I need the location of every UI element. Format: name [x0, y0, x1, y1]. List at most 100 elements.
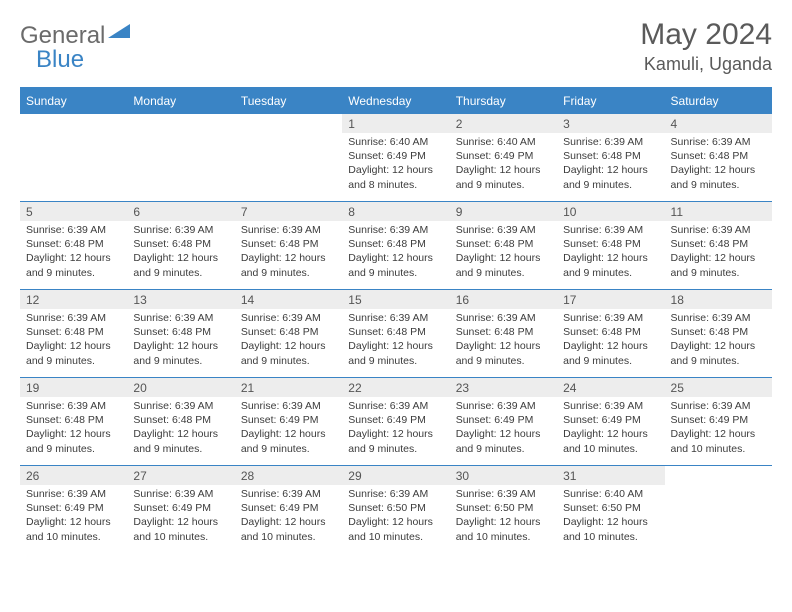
sunset-line: Sunset: 6:49 PM	[456, 149, 551, 163]
calendar-cell	[235, 114, 342, 202]
daylight-line: Daylight: 12 hours and 9 minutes.	[26, 339, 121, 367]
sunrise-line: Sunrise: 6:39 AM	[671, 223, 766, 237]
calendar-cell: 24Sunrise: 6:39 AMSunset: 6:49 PMDayligh…	[557, 378, 664, 466]
calendar-cell: 15Sunrise: 6:39 AMSunset: 6:48 PMDayligh…	[342, 290, 449, 378]
calendar-body: 1Sunrise: 6:40 AMSunset: 6:49 PMDaylight…	[20, 114, 772, 554]
calendar-cell: 5Sunrise: 6:39 AMSunset: 6:48 PMDaylight…	[20, 202, 127, 290]
sunrise-line: Sunrise: 6:39 AM	[456, 399, 551, 413]
sunrise-line: Sunrise: 6:39 AM	[563, 223, 658, 237]
daylight-line: Daylight: 12 hours and 10 minutes.	[671, 427, 766, 455]
day-number: 6	[127, 202, 234, 221]
day-number: 11	[665, 202, 772, 221]
sunrise-line: Sunrise: 6:39 AM	[241, 311, 336, 325]
calendar-cell: 14Sunrise: 6:39 AMSunset: 6:48 PMDayligh…	[235, 290, 342, 378]
day-number: 16	[450, 290, 557, 309]
day-number: 31	[557, 466, 664, 485]
day-number: 15	[342, 290, 449, 309]
calendar-cell: 8Sunrise: 6:39 AMSunset: 6:48 PMDaylight…	[342, 202, 449, 290]
sunrise-line: Sunrise: 6:39 AM	[456, 487, 551, 501]
sunset-line: Sunset: 6:49 PM	[563, 413, 658, 427]
calendar-cell	[665, 466, 772, 554]
calendar-cell: 2Sunrise: 6:40 AMSunset: 6:49 PMDaylight…	[450, 114, 557, 202]
sunset-line: Sunset: 6:49 PM	[241, 501, 336, 515]
sunrise-line: Sunrise: 6:39 AM	[563, 135, 658, 149]
daylight-line: Daylight: 12 hours and 9 minutes.	[348, 251, 443, 279]
location: Kamuli, Uganda	[640, 54, 772, 75]
daylight-line: Daylight: 12 hours and 10 minutes.	[241, 515, 336, 543]
cell-body: Sunrise: 6:39 AMSunset: 6:48 PMDaylight:…	[557, 221, 664, 284]
daylight-line: Daylight: 12 hours and 9 minutes.	[133, 251, 228, 279]
calendar-cell: 23Sunrise: 6:39 AMSunset: 6:49 PMDayligh…	[450, 378, 557, 466]
day-number: 30	[450, 466, 557, 485]
calendar-row: 19Sunrise: 6:39 AMSunset: 6:48 PMDayligh…	[20, 378, 772, 466]
sunset-line: Sunset: 6:48 PM	[456, 325, 551, 339]
daylight-line: Daylight: 12 hours and 9 minutes.	[241, 339, 336, 367]
calendar-cell: 25Sunrise: 6:39 AMSunset: 6:49 PMDayligh…	[665, 378, 772, 466]
cell-body: Sunrise: 6:39 AMSunset: 6:48 PMDaylight:…	[127, 309, 234, 372]
day-number: 22	[342, 378, 449, 397]
day-number: 27	[127, 466, 234, 485]
daylight-line: Daylight: 12 hours and 9 minutes.	[671, 339, 766, 367]
day-number: 1	[342, 114, 449, 133]
day-number: 21	[235, 378, 342, 397]
daylight-line: Daylight: 12 hours and 9 minutes.	[671, 251, 766, 279]
cell-body: Sunrise: 6:39 AMSunset: 6:48 PMDaylight:…	[235, 221, 342, 284]
cell-body: Sunrise: 6:39 AMSunset: 6:48 PMDaylight:…	[665, 221, 772, 284]
daylight-line: Daylight: 12 hours and 9 minutes.	[563, 163, 658, 191]
day-number: 10	[557, 202, 664, 221]
sunset-line: Sunset: 6:48 PM	[563, 237, 658, 251]
calendar-cell: 13Sunrise: 6:39 AMSunset: 6:48 PMDayligh…	[127, 290, 234, 378]
day-number: 12	[20, 290, 127, 309]
daylight-line: Daylight: 12 hours and 9 minutes.	[26, 427, 121, 455]
day-number: 3	[557, 114, 664, 133]
cell-body: Sunrise: 6:39 AMSunset: 6:48 PMDaylight:…	[342, 221, 449, 284]
logo-triangle-icon	[108, 24, 130, 43]
day-header: Tuesday	[235, 88, 342, 114]
cell-body: Sunrise: 6:39 AMSunset: 6:49 PMDaylight:…	[557, 397, 664, 460]
sunrise-line: Sunrise: 6:39 AM	[348, 487, 443, 501]
day-number: 18	[665, 290, 772, 309]
sunrise-line: Sunrise: 6:39 AM	[241, 399, 336, 413]
sunset-line: Sunset: 6:48 PM	[671, 237, 766, 251]
sunset-line: Sunset: 6:48 PM	[671, 149, 766, 163]
day-number: 20	[127, 378, 234, 397]
sunrise-line: Sunrise: 6:39 AM	[348, 223, 443, 237]
sunrise-line: Sunrise: 6:39 AM	[456, 311, 551, 325]
calendar-cell: 30 Sunrise: 6:39 AMSunset: 6:50 PMDayligh…	[450, 466, 557, 554]
sunrise-line: Sunrise: 6:40 AM	[563, 487, 658, 501]
cell-body: Sunrise: 6:39 AMSunset: 6:49 PMDaylight:…	[450, 397, 557, 460]
sunrise-line: Sunrise: 6:39 AM	[26, 311, 121, 325]
daylight-line: Daylight: 12 hours and 9 minutes.	[241, 251, 336, 279]
daylight-line: Daylight: 12 hours and 9 minutes.	[133, 339, 228, 367]
day-number	[665, 466, 772, 484]
sunset-line: Sunset: 6:50 PM	[456, 501, 551, 515]
daylight-line: Daylight: 12 hours and 9 minutes.	[671, 163, 766, 191]
calendar-cell: 12Sunrise: 6:39 AMSunset: 6:48 PMDayligh…	[20, 290, 127, 378]
calendar-cell: 4Sunrise: 6:39 AMSunset: 6:48 PMDaylight…	[665, 114, 772, 202]
day-number: 28	[235, 466, 342, 485]
sunrise-line: Sunrise: 6:39 AM	[348, 399, 443, 413]
cell-body: Sunrise: 6:39 AMSunset: 6:48 PMDaylight:…	[235, 309, 342, 372]
month-title: May 2024	[640, 18, 772, 52]
daylight-line: Daylight: 12 hours and 10 minutes.	[563, 427, 658, 455]
daylight-line: Daylight: 12 hours and 10 minutes.	[26, 515, 121, 543]
calendar-cell: 1Sunrise: 6:40 AMSunset: 6:49 PMDaylight…	[342, 114, 449, 202]
day-number: 26	[20, 466, 127, 485]
sunset-line: Sunset: 6:48 PM	[133, 325, 228, 339]
daylight-line: Daylight: 12 hours and 9 minutes.	[26, 251, 121, 279]
cell-body: Sunrise: 6:39 AMSunset: 6:50 PMDaylight:…	[342, 485, 449, 548]
day-number: 25	[665, 378, 772, 397]
daylight-line: Daylight: 12 hours and 9 minutes.	[241, 427, 336, 455]
day-number: 23	[450, 378, 557, 397]
cell-body: Sunrise: 6:39 AMSunset: 6:48 PMDaylight:…	[20, 397, 127, 460]
day-header: Friday	[557, 88, 664, 114]
day-header: Thursday	[450, 88, 557, 114]
cell-body: Sunrise: 6:39 AMSunset: 6:48 PMDaylight:…	[20, 309, 127, 372]
daylight-line: Daylight: 12 hours and 10 minutes.	[563, 515, 658, 543]
sunset-line: Sunset: 6:49 PM	[456, 413, 551, 427]
daylight-line: Daylight: 12 hours and 10 minutes.	[456, 515, 551, 543]
day-number	[127, 114, 234, 132]
title-block: May 2024 Kamuli, Uganda	[640, 18, 772, 75]
day-number: 24	[557, 378, 664, 397]
sunset-line: Sunset: 6:48 PM	[348, 237, 443, 251]
